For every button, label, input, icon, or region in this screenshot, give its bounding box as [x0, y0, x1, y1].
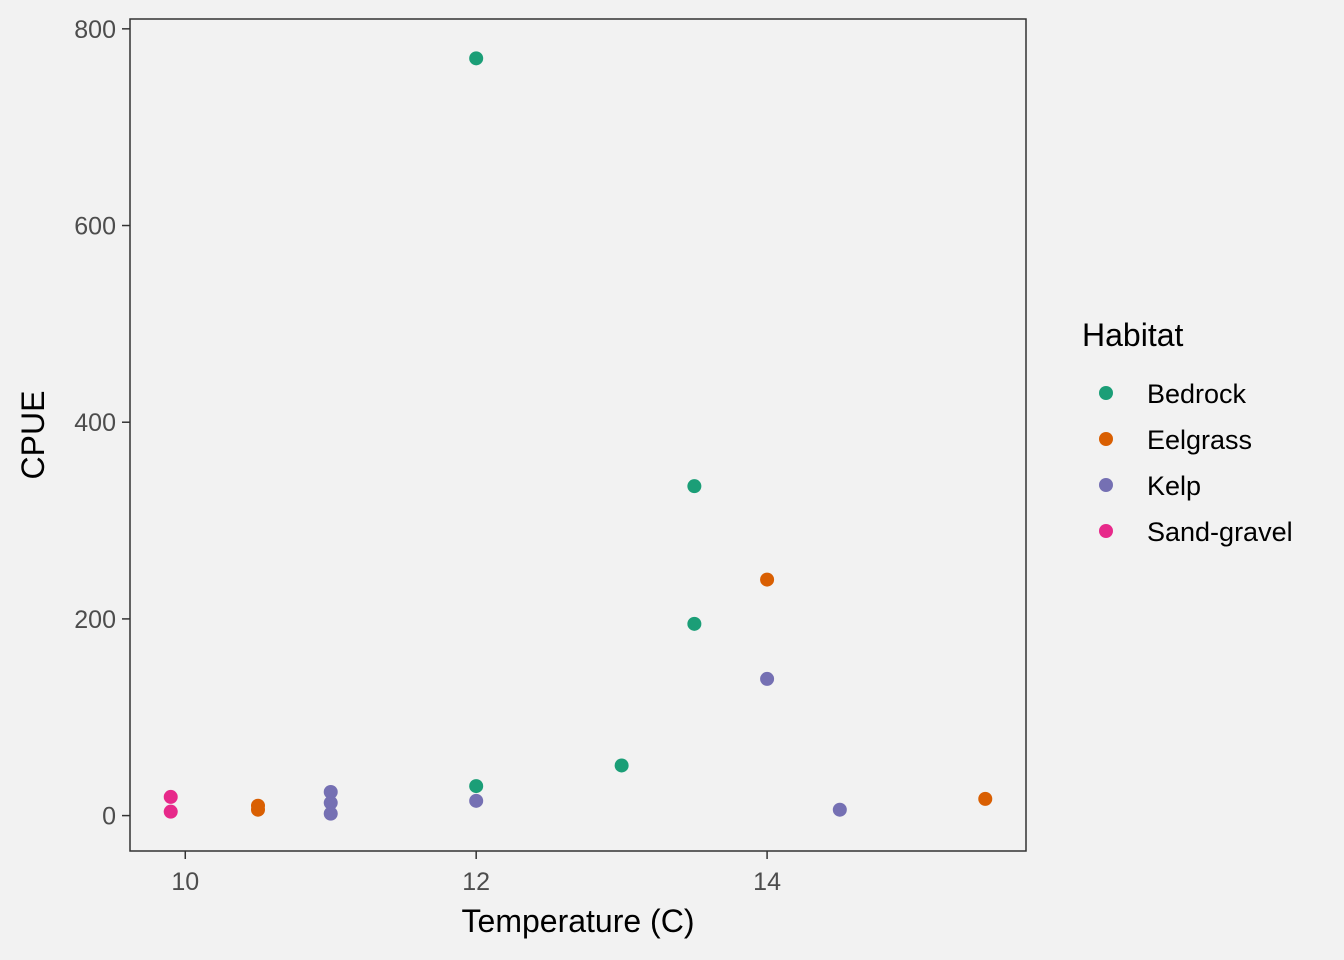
data-point-kelp: [323, 784, 338, 799]
y-tick-label: 200: [74, 606, 116, 634]
legend-key-kelp: [1099, 478, 1113, 492]
legend-label-eelgrass: Eelgrass: [1147, 425, 1252, 455]
legend-label-sand-gravel: Sand-gravel: [1147, 517, 1293, 547]
legend-label-kelp: Kelp: [1147, 471, 1201, 501]
y-axis-title: CPUE: [15, 391, 51, 480]
legend-key-bedrock: [1099, 386, 1113, 400]
data-point-kelp: [832, 802, 847, 817]
legend-key-sand-gravel: [1099, 524, 1113, 538]
x-axis: 10 12 14: [171, 851, 781, 896]
data-point-bedrock: [614, 758, 629, 773]
data-point-sand-gravel: [163, 789, 178, 804]
legend-label-bedrock: Bedrock: [1147, 379, 1247, 409]
panel-border: [129, 18, 1027, 852]
x-tick-label: 12: [462, 868, 490, 896]
data-point-sand-gravel: [163, 804, 178, 819]
data-point-eelgrass: [978, 791, 993, 806]
data-point-bedrock: [469, 779, 484, 794]
y-tick-label: 800: [74, 16, 116, 44]
data-point-bedrock: [687, 616, 702, 631]
data-points: [163, 51, 993, 821]
data-point-kelp: [323, 806, 338, 821]
legend: Habitat Bedrock Eelgrass Kelp Sand-gravel: [1082, 317, 1293, 547]
data-point-kelp: [760, 671, 775, 686]
y-tick-label: 600: [74, 213, 116, 241]
y-tick-label: 400: [74, 409, 116, 437]
data-point-eelgrass: [251, 802, 265, 817]
panel-background: [130, 19, 1026, 851]
x-tick-label: 10: [171, 868, 199, 896]
data-point-kelp: [323, 795, 338, 810]
data-point-bedrock: [687, 479, 702, 494]
data-point-bedrock: [469, 51, 484, 66]
x-axis-title: Temperature (C): [462, 903, 695, 939]
x-tick-label: 14: [753, 868, 781, 896]
data-point-kelp: [469, 793, 484, 808]
y-tick-label: 0: [102, 803, 116, 831]
legend-title: Habitat: [1082, 317, 1184, 353]
data-point-eelgrass: [760, 572, 775, 587]
legend-key-eelgrass: [1099, 432, 1113, 446]
y-axis: 0 200 400 600 800: [74, 16, 130, 831]
